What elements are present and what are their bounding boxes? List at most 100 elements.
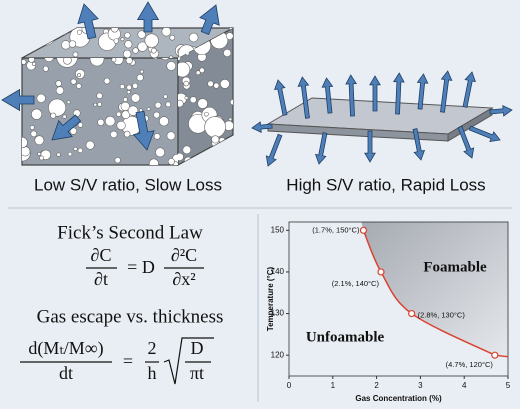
y-tick-label: 140	[271, 267, 285, 276]
pore	[126, 90, 131, 95]
pore	[166, 61, 177, 71]
cube-front	[21, 57, 179, 166]
pore	[111, 58, 117, 63]
y-axis-label: Temperature (°C)	[266, 266, 275, 331]
chart: 0 1 2 3 4 5 120 130 140 150 Gas Concentration (%) T…	[266, 221, 511, 403]
pore	[182, 145, 192, 155]
eq-part: d(Mₜ/M∞)	[28, 338, 103, 359]
arrow	[265, 133, 283, 167]
data-point	[408, 309, 416, 318]
pore	[163, 94, 168, 99]
y-tick-label: 130	[271, 309, 285, 318]
eq-part: ∂t	[94, 269, 108, 289]
pore	[32, 61, 37, 66]
pore	[178, 61, 191, 78]
caption: High S/V ratio, Rapid Loss	[286, 175, 485, 194]
pore	[130, 93, 141, 103]
region-label: Foamable	[423, 259, 487, 275]
arrow	[345, 74, 358, 117]
eq-part: ∂²C	[171, 245, 197, 265]
pore	[125, 58, 133, 65]
arrow	[468, 125, 501, 143]
pore	[146, 107, 151, 111]
arrow	[440, 70, 453, 113]
eq-part: 2	[148, 338, 157, 358]
pore	[77, 73, 82, 78]
pore	[29, 125, 35, 130]
pore	[97, 102, 102, 107]
law-title: Fick’s Second Law	[57, 222, 203, 243]
pore	[23, 42, 32, 51]
eq-part: =	[123, 351, 133, 371]
pore	[120, 37, 125, 42]
pore	[144, 33, 159, 48]
pore	[213, 82, 220, 89]
pore	[55, 86, 65, 95]
arrow	[51, 114, 82, 141]
pore	[178, 99, 184, 108]
pore	[124, 40, 133, 49]
x-tick-label: 0	[287, 381, 292, 390]
pore	[42, 65, 49, 72]
pore	[160, 58, 171, 61]
pore	[153, 133, 161, 140]
arrow	[489, 104, 513, 117]
illustrations	[1, 1, 513, 167]
pore	[165, 101, 172, 108]
data-point	[359, 226, 368, 234]
arrow	[412, 128, 426, 161]
pore	[211, 135, 220, 144]
arrow	[251, 121, 273, 133]
pore	[48, 98, 67, 117]
pore	[127, 105, 139, 116]
pore	[28, 58, 35, 63]
pore	[77, 122, 84, 128]
arrow	[77, 3, 99, 40]
pore	[153, 111, 161, 119]
pore	[70, 78, 77, 85]
arrow	[416, 73, 429, 110]
pore	[169, 55, 173, 58]
pore	[76, 83, 82, 89]
pore	[183, 80, 189, 87]
pore	[204, 116, 226, 138]
arrow	[364, 130, 376, 163]
pore	[39, 155, 44, 161]
holes	[22, 42, 178, 165]
pore	[62, 114, 67, 119]
x-tick-label: 4	[462, 381, 467, 390]
pore	[229, 99, 233, 106]
point-label: (2.8%, 130°C)	[418, 311, 466, 320]
pore	[68, 40, 77, 48]
pore	[188, 32, 199, 43]
pore	[124, 32, 131, 39]
boundary-line	[362, 230, 496, 356]
pore	[114, 157, 121, 164]
pore	[22, 136, 28, 149]
arrow	[199, 4, 220, 35]
pore	[132, 82, 139, 89]
pore	[31, 108, 43, 120]
pore	[103, 77, 111, 85]
pore	[50, 112, 57, 119]
pore	[169, 34, 176, 41]
plot-frame	[288, 221, 509, 377]
arrow	[132, 110, 155, 151]
pore	[207, 80, 214, 87]
foamable-region	[361, 222, 508, 357]
arrow	[369, 75, 381, 112]
pore	[136, 74, 144, 82]
eq-part: ∂x²	[172, 269, 195, 289]
pore	[104, 115, 116, 127]
x-tick-label: 1	[331, 381, 336, 390]
y-tick-label: 150	[271, 225, 285, 234]
pore	[220, 79, 230, 89]
pore	[116, 111, 122, 117]
pore	[58, 28, 63, 32]
arrow	[297, 76, 310, 119]
arrow	[274, 79, 288, 116]
pore	[123, 130, 131, 138]
pore	[93, 102, 98, 107]
x-tick-label: 2	[374, 381, 379, 390]
